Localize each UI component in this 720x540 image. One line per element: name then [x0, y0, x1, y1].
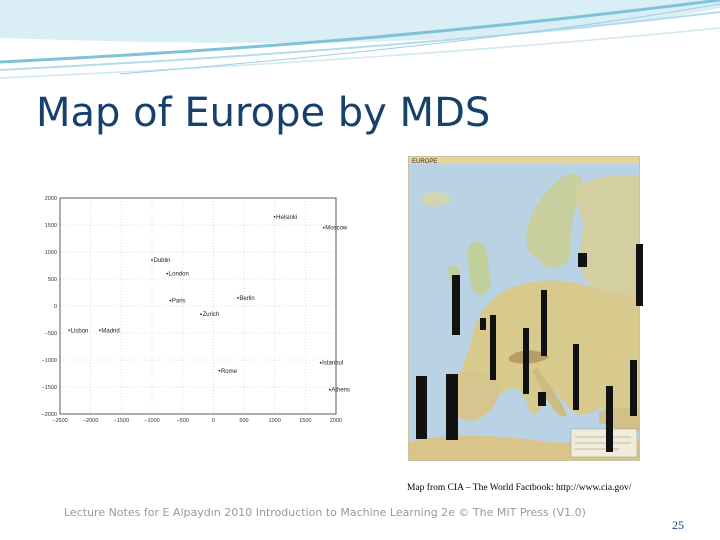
- city-label: Rome: [221, 369, 238, 375]
- city-point: [98, 329, 101, 332]
- x-tick-label: 1500: [299, 418, 311, 424]
- map-redaction-bar: [636, 244, 643, 306]
- map-redaction-bar: [541, 290, 547, 356]
- y-tick-label: 500: [48, 277, 57, 283]
- map-redaction-bar: [446, 374, 458, 440]
- x-tick-label: 2000: [330, 418, 342, 424]
- city-label: Athens: [331, 388, 350, 394]
- city-point: [319, 361, 322, 364]
- map-redaction-bar: [538, 392, 546, 406]
- x-tick-label: −2000: [83, 418, 98, 424]
- city-point: [218, 369, 221, 372]
- city-point: [328, 388, 331, 391]
- city-label: Paris: [172, 299, 186, 305]
- city-label: Lisbon: [71, 328, 89, 334]
- city-point: [200, 313, 202, 315]
- y-tick-label: −1500: [42, 385, 57, 391]
- x-tick-label: −500: [176, 418, 188, 424]
- y-tick-label: 2000: [45, 196, 57, 202]
- footer-note: Lecture Notes for E Alpaydın 2010 Introd…: [64, 506, 586, 519]
- header-swoosh-decoration: [0, 0, 720, 79]
- city-label: Zurich: [203, 312, 220, 318]
- city-point: [236, 297, 239, 299]
- city-point: [169, 299, 172, 302]
- slide-title: Map of Europe by MDS: [36, 90, 491, 136]
- city-label: Moscow: [325, 226, 348, 232]
- map-redaction-bar: [606, 386, 613, 452]
- y-tick-label: 0: [54, 304, 57, 310]
- city-label: Madrid: [101, 328, 119, 334]
- city-label: Istanbul: [322, 361, 343, 367]
- europe-map: EUROPE: [408, 156, 640, 461]
- city-point: [322, 226, 325, 229]
- mds-scatter-plot: −2500 −2000 −1500 −1000 −500 0 500 1000 1500 2000…: [32, 186, 354, 430]
- city-label: Berlin: [239, 296, 254, 302]
- city-point: [151, 259, 153, 261]
- map-redaction-bar: [490, 315, 496, 380]
- map-redaction-bar: [573, 344, 579, 410]
- y-tick-label: −2000: [42, 412, 57, 418]
- map-redaction-bar: [630, 360, 637, 416]
- map-redaction-bar: [578, 253, 587, 267]
- map-redaction-bar: [480, 318, 486, 330]
- city-point: [273, 216, 276, 218]
- y-tick-label: 1500: [45, 223, 57, 229]
- x-tick-label: 0: [212, 418, 215, 424]
- x-tick-label: −1500: [114, 418, 129, 424]
- city-label: Dublin: [154, 258, 171, 264]
- city-point: [68, 329, 71, 332]
- y-tick-label: −500: [45, 331, 57, 337]
- y-tick-label: 1000: [45, 250, 57, 256]
- plot-frame: [59, 197, 337, 415]
- city-point: [166, 272, 169, 275]
- city-label: London: [169, 272, 189, 278]
- x-tick-label: 1000: [269, 418, 281, 424]
- page-number: 25: [672, 518, 684, 532]
- map-credit: Map from CIA – The World Factbook: http:…: [407, 483, 632, 493]
- plot-tick-labels: −2500 −2000 −1500 −1000 −500 0 500 1000 1500 2000…: [42, 196, 343, 424]
- plot-points: Helsinki Moscow Dublin London Paris Berlin Zur…: [68, 215, 350, 394]
- city-label: Helsinki: [276, 215, 297, 221]
- x-tick-label: −2500: [52, 418, 67, 424]
- y-tick-label: −1000: [42, 358, 57, 364]
- x-tick-label: −1000: [144, 418, 159, 424]
- x-tick-label: 500: [239, 418, 248, 424]
- map-redaction-bar: [523, 328, 529, 394]
- map-redaction-bar: [452, 275, 460, 335]
- map-redaction-bar: [416, 376, 427, 439]
- map-title: EUROPE: [412, 159, 437, 165]
